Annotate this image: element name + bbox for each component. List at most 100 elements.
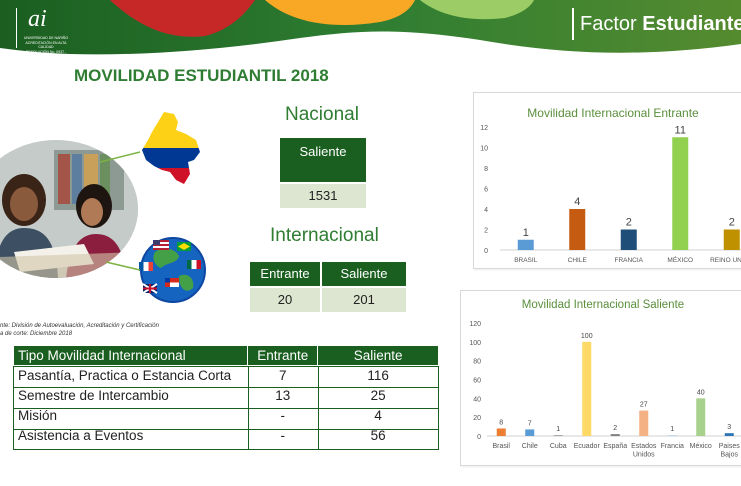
- table-cell: 7: [247, 365, 319, 386]
- data-label: 2: [626, 217, 632, 229]
- data-label: 1: [523, 227, 529, 239]
- y-tick-label: 40: [473, 396, 481, 403]
- cutoff-date-line: a de corte: Diciembre 2018: [0, 331, 73, 337]
- table-cell: 116: [317, 365, 439, 386]
- chart-saliente: Movilidad Internacional Saliente 0 20 40 60 8…: [460, 290, 741, 466]
- nacional-title: Nacional: [285, 104, 359, 125]
- nacional-saliente-header: Saliente: [280, 138, 366, 182]
- page-title: MOVILIDAD ESTUDIANTIL 2018: [74, 66, 329, 85]
- y-tick-label: 12: [480, 125, 488, 132]
- bar: [696, 398, 706, 436]
- data-label: 40: [697, 389, 705, 396]
- y-tick-label: 120: [469, 321, 481, 328]
- logo-divider: [16, 8, 17, 48]
- y-tick-label: 100: [469, 340, 481, 347]
- globe-flags-icon: [139, 237, 206, 303]
- bar: [553, 435, 563, 436]
- students-photo: [0, 140, 138, 278]
- x-tick-label: Chile: [522, 443, 538, 450]
- data-label: 100: [581, 333, 593, 340]
- x-tick-label: Cuba: [550, 443, 567, 450]
- factor-title: Factor Estudiantes: [580, 13, 741, 35]
- table-row-rule: [13, 387, 439, 388]
- x-tick-label: FRANCIA: [614, 257, 643, 264]
- table-cell: Pasantía, Practica o Estancia Corta: [12, 365, 249, 386]
- header-banner: [0, 0, 741, 55]
- internacional-entrante-value: 20: [250, 288, 320, 312]
- data-label: 8: [499, 419, 503, 426]
- y-tick-label: 20: [473, 415, 481, 422]
- bar: [724, 433, 734, 436]
- source-line: nte: División de Autoevaluación, Acredit…: [0, 323, 159, 329]
- x-tick-label: España: [603, 443, 627, 450]
- x-tick-label: México: [690, 443, 712, 450]
- logo-subtitle: UNIVERSIDAD DE NARIÑO ACREDITACIÓN EN AL…: [23, 36, 69, 58]
- table-cell: Misión: [12, 405, 249, 426]
- x-tick-label: Ecuador: [574, 443, 601, 450]
- internacional-saliente-header: Saliente: [322, 262, 406, 286]
- table-cell: -: [247, 425, 319, 446]
- table-header: Entrante: [247, 345, 319, 366]
- bar: [496, 428, 506, 436]
- bar: [517, 239, 534, 250]
- data-label: 11: [675, 124, 686, 136]
- bar: [569, 209, 586, 250]
- bar: [667, 435, 677, 436]
- source-note: nte: División de Autoevaluación, Acredit…: [0, 322, 159, 338]
- table-header-row: Tipo Movilidad Internacional Entrante Sa…: [12, 345, 439, 366]
- y-tick-label: 6: [484, 187, 488, 194]
- table-col-rule: [318, 366, 319, 450]
- data-label: 4: [574, 196, 580, 208]
- y-tick-label: 4: [484, 207, 488, 214]
- table-cell: Asistencia a Eventos: [12, 425, 249, 446]
- table-row: Misión - 4: [12, 405, 439, 426]
- chart-title: Movilidad Internacional Entrante: [527, 106, 699, 120]
- x-tick-label: MÉXICO: [667, 255, 693, 264]
- data-label: 1: [556, 426, 560, 433]
- chart-title: Movilidad Internacional Saliente: [522, 299, 684, 311]
- x-tick-label: Brasil: [492, 443, 510, 450]
- chart-saliente-svg: Movilidad Internacional Saliente 0 20 40 60 8…: [469, 299, 741, 459]
- bar: [525, 429, 535, 436]
- x-tick-label: Francia: [661, 443, 684, 450]
- bar: [672, 137, 689, 250]
- internacional-entrante-header: Entrante: [250, 262, 320, 286]
- data-label: 7: [528, 420, 532, 427]
- chart-entrante: Movilidad Internacional Entrante 0 2 4 6 8 10 1…: [473, 92, 741, 269]
- university-logo: ai: [28, 6, 47, 32]
- x-tick-label: BRASIL: [514, 257, 538, 264]
- y-tick-label: 8: [484, 166, 488, 173]
- y-tick-label: 2: [484, 228, 488, 235]
- data-label: 1: [670, 426, 674, 433]
- x-tick-label: Estados: [631, 443, 657, 450]
- bar: [639, 410, 649, 436]
- table-row-rule: [13, 408, 439, 409]
- tipo-movilidad-table: Tipo Movilidad Internacional Entrante Sa…: [12, 345, 439, 446]
- table-cell: 13: [247, 385, 319, 406]
- data-label: 3: [727, 424, 731, 431]
- table-cell: 25: [317, 385, 439, 406]
- colombia-map-icon: [142, 112, 200, 184]
- data-label: 27: [640, 402, 648, 409]
- x-tick-label: CHILE: [568, 257, 588, 264]
- table-cell: Semestre de Intercambio: [12, 385, 249, 406]
- chart-entrante-svg: Movilidad Internacional Entrante 0 2 4 6 8 10 1…: [480, 106, 741, 264]
- bar: [582, 341, 592, 436]
- x-tick-label: Paises: [719, 443, 741, 450]
- table-header: Tipo Movilidad Internacional: [12, 345, 249, 366]
- bar: [620, 229, 637, 250]
- table-row: Semestre de Intercambio 13 25: [12, 385, 439, 406]
- table-cell: 56: [317, 425, 439, 446]
- table-row-rule: [13, 429, 439, 430]
- nacional-saliente-value: 1531: [280, 184, 366, 208]
- internacional-title: Internacional: [270, 225, 379, 246]
- table-row: Pasantía, Practica o Estancia Corta 7 11…: [12, 365, 439, 386]
- data-label: 2: [729, 217, 735, 229]
- table-cell: 4: [317, 405, 439, 426]
- nacional-saliente-label: Saliente: [299, 144, 347, 159]
- title-divider: [572, 8, 574, 40]
- x-tick-label: Unidos: [633, 452, 655, 459]
- internacional-saliente-value: 201: [322, 288, 406, 312]
- table-cell: -: [247, 405, 319, 426]
- table-header: Saliente: [317, 345, 439, 366]
